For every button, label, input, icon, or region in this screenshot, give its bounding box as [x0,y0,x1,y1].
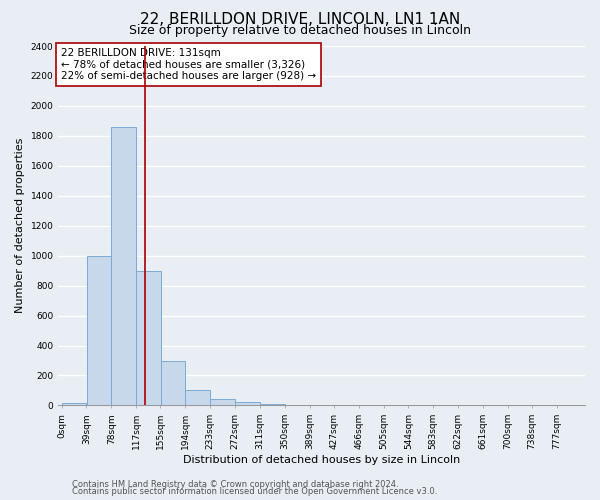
Bar [185,390,210,406]
X-axis label: Distribution of detached houses by size in Lincoln: Distribution of detached houses by size … [183,455,460,465]
Bar [310,404,334,406]
Bar [136,270,161,406]
Bar [235,402,260,406]
Bar [211,398,235,406]
Bar [161,360,185,406]
Text: Size of property relative to detached houses in Lincoln: Size of property relative to detached ho… [129,24,471,37]
Text: Contains public sector information licensed under the Open Government Licence v3: Contains public sector information licen… [72,487,437,496]
Text: 22, BERILLDON DRIVE, LINCOLN, LN1 1AN: 22, BERILLDON DRIVE, LINCOLN, LN1 1AN [140,12,460,28]
Bar [285,404,310,406]
Text: Contains HM Land Registry data © Crown copyright and database right 2024.: Contains HM Land Registry data © Crown c… [72,480,398,489]
Bar [86,256,111,406]
Bar [112,127,136,406]
Y-axis label: Number of detached properties: Number of detached properties [15,138,25,314]
Bar [62,402,86,406]
Bar [260,404,284,406]
Text: 22 BERILLDON DRIVE: 131sqm
← 78% of detached houses are smaller (3,326)
22% of s: 22 BERILLDON DRIVE: 131sqm ← 78% of deta… [61,48,316,81]
